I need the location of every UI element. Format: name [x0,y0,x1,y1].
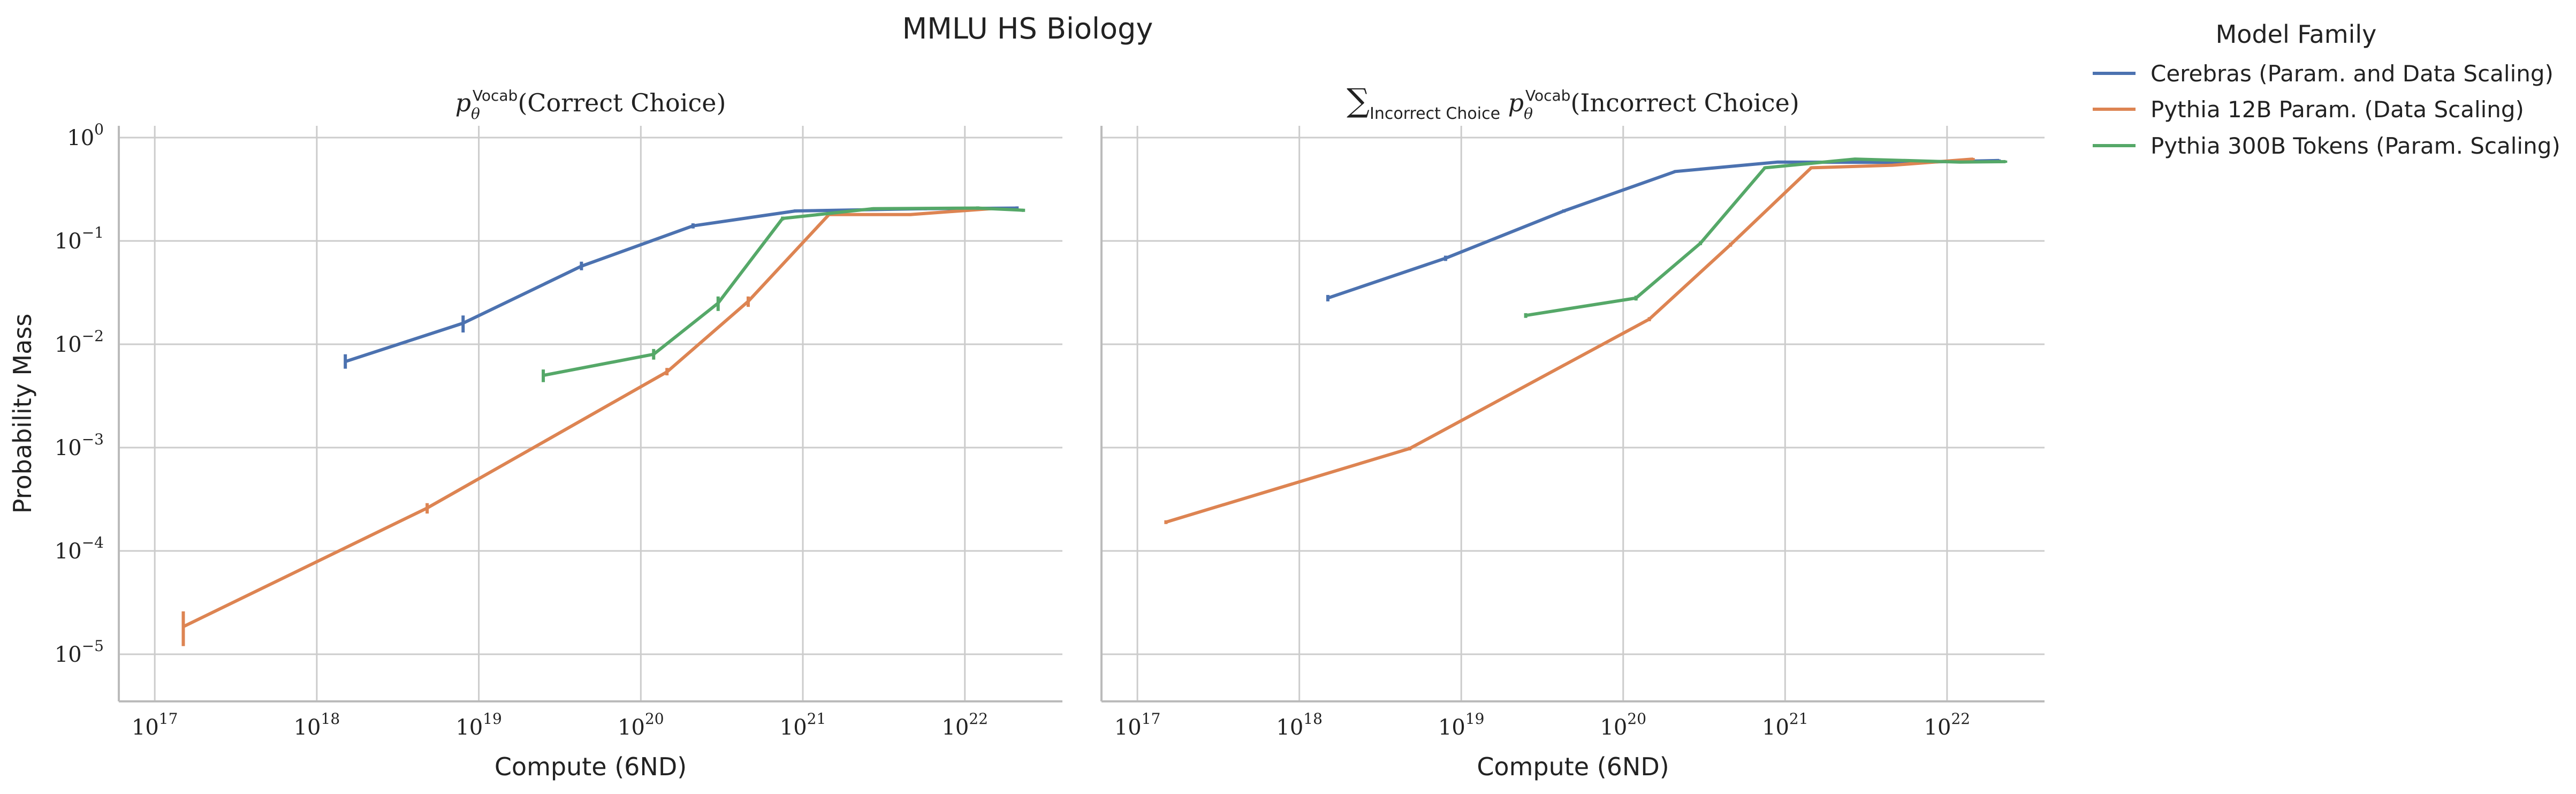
x-tick-exp-incorrect-0: 17 [1142,710,1161,728]
x-axis-label-incorrect: Compute (6ND) [1477,752,1669,781]
x-tick-base-correct-4: 10 [780,715,807,740]
title-symbol-correct: p [455,88,471,117]
y-tick-base-correct-1: 10 [55,229,82,254]
legend-label-pythia-300b: Pythia 300B Tokens (Param. Scaling) [2151,133,2560,159]
figure-title: MMLU HS Biology [902,12,1153,46]
x-tick-exp-incorrect-4: 21 [1789,710,1808,728]
y-tick-exp-correct-1: −1 [82,224,104,241]
legend-entry-pythia-300b: Pythia 300B Tokens (Param. Scaling) [2093,133,2560,159]
y-tick-base-correct-4: 10 [55,539,82,564]
panel-title-incorrect: ∑Incorrect Choice pθVocab(Incorrect Choi… [1347,82,1799,123]
x-tick-label-correct-3: 1020 [618,710,664,740]
x-tick-exp-correct-1: 18 [321,710,340,728]
series-correct-1 [181,207,993,646]
panel-correct: 1017 1018 1019 1020 1021 102210010−110−210−31… [8,87,1062,781]
x-tick-base-incorrect-4: 10 [1762,715,1789,740]
y-tick-exp-correct-5: −5 [82,637,104,655]
x-tick-base-incorrect-2: 10 [1438,715,1465,740]
y-tick-label-correct-4: 10−4 [55,534,104,564]
series-incorrect-0 [1326,158,2001,301]
x-tick-base-incorrect-1: 10 [1276,715,1303,740]
title-rest-correct: (Correct Choice) [518,88,726,117]
x-tick-exp-correct-2: 19 [483,710,502,728]
y-tick-base-correct-5: 10 [55,642,82,667]
x-tick-base-correct-2: 10 [455,715,483,740]
y-tick-label-correct-0: 100 [67,120,104,150]
title-sumsub-incorrect: Incorrect Choice [1370,104,1500,123]
legend-label-cerebras: Cerebras (Param. and Data Scaling) [2151,61,2554,87]
title-sub-correct: θ [471,105,480,123]
x-tick-label-correct-0: 1017 [132,710,178,740]
title-sup-correct: Vocab [473,87,518,104]
x-tick-label-incorrect-1: 1018 [1276,710,1323,740]
x-tick-exp-correct-3: 20 [645,710,664,728]
series-line-correct-2 [543,206,1024,377]
x-tick-base-correct-5: 10 [941,715,969,740]
x-tick-base-correct-0: 10 [132,715,159,740]
title-sub-incorrect: θ [1524,105,1533,123]
x-tick-exp-correct-0: 17 [159,710,178,728]
y-tick-base-correct-2: 10 [55,332,82,357]
x-tick-base-correct-3: 10 [618,715,645,740]
y-tick-label-correct-5: 10−5 [55,637,104,667]
x-tick-label-correct-1: 1018 [294,710,340,740]
y-tick-label-correct-3: 10−3 [55,430,104,460]
x-tick-base-incorrect-3: 10 [1600,715,1627,740]
y-tick-exp-correct-2: −2 [82,327,104,345]
x-tick-label-incorrect-5: 1022 [1924,710,1971,740]
series-line-incorrect-2 [1525,157,2006,317]
legend-entry-pythia-12b: Pythia 12B Param. (Data Scaling) [2093,96,2524,123]
series-line-incorrect-0 [1327,158,2000,300]
x-tick-label-incorrect-2: 1019 [1438,710,1485,740]
x-tick-base-correct-1: 10 [294,715,321,740]
title-symbol-incorrect: p [1500,88,1524,117]
x-tick-label-incorrect-4: 1021 [1762,710,1808,740]
x-tick-exp-incorrect-1: 18 [1303,710,1323,728]
y-axis-label-correct: Probability Mass [8,314,37,514]
x-tick-exp-incorrect-3: 20 [1627,710,1646,728]
y-tick-exp-correct-3: −3 [82,430,104,448]
x-tick-label-incorrect-0: 1017 [1114,710,1161,740]
x-axis-label-correct: Compute (6ND) [495,752,687,781]
title-sup-incorrect: Vocab [1525,87,1570,104]
x-tick-label-correct-4: 1021 [780,710,826,740]
x-tick-label-incorrect-3: 1020 [1600,710,1646,740]
legend-entry-cerebras: Cerebras (Param. and Data Scaling) [2093,61,2554,87]
x-tick-label-correct-2: 1019 [455,710,502,740]
series-incorrect-2 [1524,157,2008,318]
x-tick-exp-correct-4: 21 [807,710,826,728]
title-sum-incorrect: ∑ [1347,82,1370,119]
series-line-correct-0 [345,206,1017,364]
series-line-correct-1 [183,207,991,629]
series-line-incorrect-1 [1165,157,1973,524]
legend-label-pythia-12b: Pythia 12B Param. (Data Scaling) [2151,96,2524,123]
legend-title: Model Family [2216,20,2377,49]
x-tick-exp-incorrect-5: 22 [1951,710,1970,728]
title-rest-incorrect: (Incorrect Choice) [1570,88,1799,117]
x-tick-base-incorrect-5: 10 [1924,715,1951,740]
legend: Model Family Cerebras (Param. and Data S… [2093,20,2560,159]
series-incorrect-1 [1164,157,1975,524]
x-tick-exp-incorrect-2: 19 [1465,710,1485,728]
x-tick-exp-correct-5: 22 [969,710,988,728]
y-tick-base-correct-3: 10 [55,436,82,460]
y-tick-label-correct-1: 10−1 [55,224,104,254]
x-tick-label-correct-5: 1022 [941,710,988,740]
y-tick-exp-correct-4: −4 [82,534,104,551]
x-tick-base-incorrect-0: 10 [1114,715,1142,740]
y-tick-exp-correct-0: 0 [94,120,104,138]
y-tick-label-correct-2: 10−2 [55,327,104,357]
series-correct-2 [542,206,1025,382]
panel-title-correct: pθVocab(Correct Choice) [455,87,726,123]
y-tick-base-correct-0: 10 [67,126,94,150]
